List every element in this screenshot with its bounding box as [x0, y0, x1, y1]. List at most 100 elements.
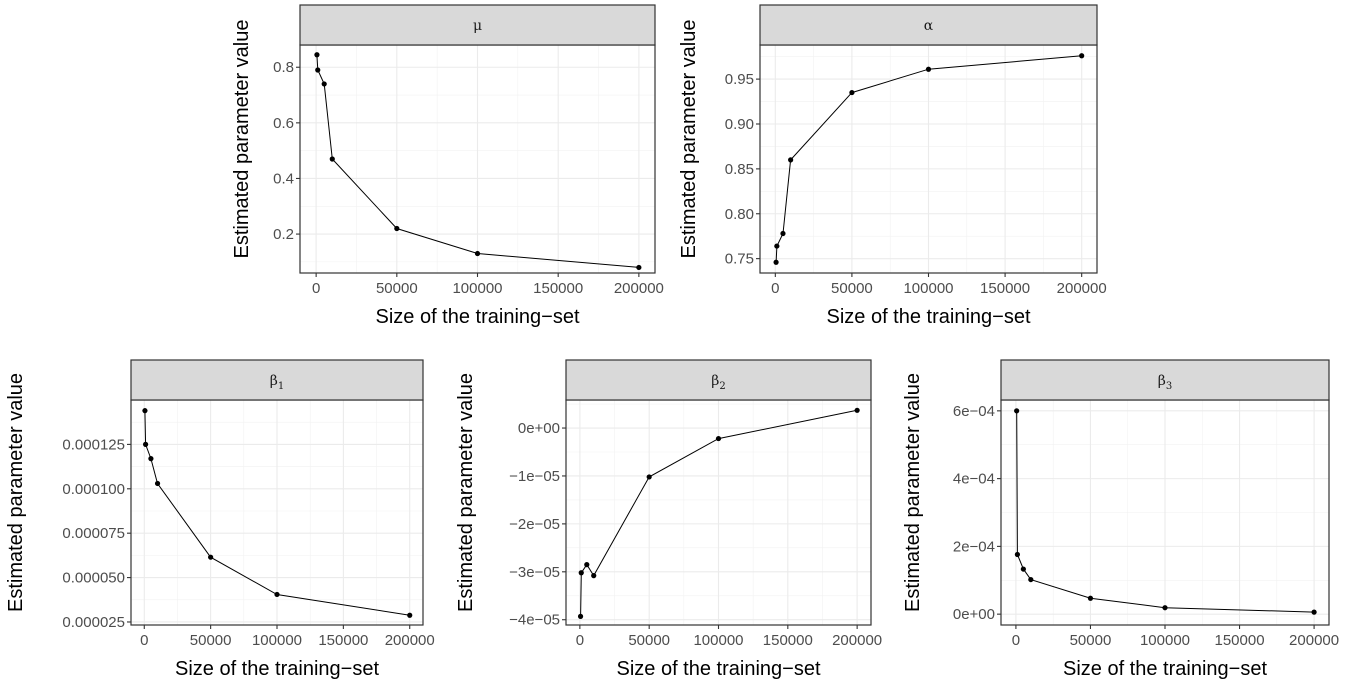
x-tick-label: 0	[771, 280, 779, 297]
strip-subscript: 3	[1166, 381, 1172, 392]
x-axis-title: Size of the training−set	[1063, 658, 1267, 680]
y-tick-label: 0.2	[273, 226, 294, 243]
y-tick-label: 0.90	[725, 116, 754, 133]
facet-strip	[299, 4, 656, 46]
x-tick-label: 100000	[252, 632, 302, 649]
data-point	[591, 573, 597, 579]
y-axis-title: Estimated parameter value	[5, 373, 27, 612]
data-point	[274, 591, 280, 598]
x-tick-label: 150000	[318, 632, 368, 649]
y-tick-label: 0e+00	[953, 606, 995, 623]
data-series	[142, 408, 413, 618]
x-tick-label: 150000	[533, 280, 583, 297]
data-point	[578, 570, 584, 576]
facet-strip-label: μ	[473, 18, 482, 34]
data-point	[1087, 595, 1094, 601]
strip-symbol: α	[924, 18, 934, 34]
strip-symbol: β	[711, 373, 719, 389]
strip-symbol: μ	[473, 18, 482, 34]
x-axis-title: Size of the training−set	[616, 658, 820, 680]
data-point	[636, 264, 642, 271]
gridlines	[566, 400, 871, 625]
facet-panel-4: β2 0 50000 100000 150000 200000 −4e−05 −3e−05 −2…	[455, 359, 882, 680]
y-tick-label: 0.80	[725, 206, 754, 223]
data-point	[314, 52, 320, 58]
y-tick-label: 0.000100	[62, 481, 125, 498]
x-tick-label: 50000	[1070, 632, 1112, 649]
y-axis-title: Estimated parameter value	[231, 19, 253, 258]
x-tick-label: 150000	[980, 280, 1030, 297]
x-tick-label: 200000	[1289, 632, 1339, 649]
y-tick-label: 4e−04	[953, 471, 995, 488]
strip-symbol: β	[270, 373, 278, 389]
x-tick-label: 200000	[1057, 280, 1107, 297]
x-axis-title: Size of the training−set	[375, 306, 579, 328]
y-tick-label: 0.6	[273, 115, 294, 132]
data-series	[773, 53, 1085, 265]
data-point	[208, 554, 214, 560]
y-tick-label: 0.000025	[62, 614, 125, 631]
data-point	[407, 612, 413, 618]
y-axis-title: Estimated parameter value	[902, 373, 924, 612]
data-point	[1014, 551, 1021, 558]
gridlines	[131, 400, 423, 625]
y-tick-label: −2e−05	[509, 516, 560, 533]
data-series	[314, 52, 642, 271]
data-point	[1162, 605, 1168, 611]
x-axis-title: Size of the training−set	[175, 658, 379, 680]
strip-subscript: 2	[719, 381, 725, 392]
x-tick-label: 0	[576, 632, 584, 649]
x-tick-label: 100000	[1140, 632, 1190, 649]
y-tick-label: 0.95	[725, 71, 754, 88]
y-tick-label: 0.000050	[62, 570, 125, 587]
y-tick-label: −3e−05	[509, 564, 560, 581]
x-tick-label: 0	[140, 632, 148, 649]
data-point	[780, 230, 786, 237]
x-tick-label: 0	[312, 280, 320, 297]
facet-strip-label: β2	[711, 373, 725, 392]
x-tick-label: 200000	[832, 632, 882, 649]
y-axis-title: Estimated parameter value	[678, 19, 700, 258]
x-tick-label: 50000	[628, 632, 670, 649]
data-series	[577, 407, 860, 619]
data-point	[788, 157, 794, 163]
data-point	[646, 474, 652, 480]
y-tick-label: 2e−04	[953, 538, 995, 555]
y-tick-label: 0.4	[273, 170, 294, 187]
facet-panel-5: β3 0 50000 100000 150000 200000 0e+00 2e−04 4e−0…	[902, 359, 1339, 680]
data-point	[474, 250, 481, 257]
y-tick-label: 0.000125	[62, 436, 125, 453]
x-tick-label: 50000	[376, 280, 418, 297]
x-tick-label: 0	[1012, 632, 1020, 649]
data-point	[773, 259, 779, 265]
facet-strip	[1000, 359, 1330, 401]
data-point	[142, 408, 148, 414]
y-tick-label: 0.75	[725, 251, 754, 268]
x-tick-label: 50000	[831, 280, 873, 297]
data-point	[774, 243, 780, 249]
facet-panel-2: α 0 50000 100000 150000 200000 0.75 0.80 0.85 0.9…	[678, 4, 1107, 328]
facet-panel-1: μ 0 50000 100000 150000 200000 0.2 0.4 0.6 0.8 Siz…	[231, 4, 664, 328]
y-tick-label: 0.85	[725, 161, 754, 178]
y-tick-label: 0.8	[273, 59, 294, 76]
x-tick-label: 50000	[190, 632, 232, 649]
x-axis-title: Size of the training−set	[826, 306, 1030, 328]
facet-strip	[130, 359, 424, 401]
x-tick-label: 150000	[1215, 632, 1265, 649]
gridlines	[760, 45, 1097, 273]
data-point	[329, 156, 335, 162]
strip-subscript: 1	[278, 381, 284, 392]
x-tick-label: 100000	[903, 280, 953, 297]
facet-strip-label: β1	[270, 373, 284, 392]
y-tick-label: 0.000075	[62, 525, 125, 542]
data-point	[1014, 408, 1020, 414]
data-point	[584, 562, 590, 568]
facet-strip	[565, 359, 872, 401]
gridlines	[1001, 400, 1329, 625]
data-point	[148, 456, 154, 462]
facet-panel-3: β1 0 50000 100000 150000 200000 0.000025 0.0000…	[5, 359, 435, 680]
data-point	[925, 66, 932, 72]
data-point	[1028, 576, 1034, 583]
y-tick-label: 0e+00	[518, 420, 560, 437]
